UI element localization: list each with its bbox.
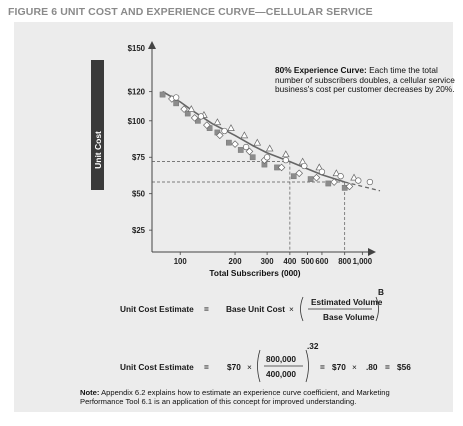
x-tick-label: 800 xyxy=(338,257,352,266)
note-text: Appendix 6.2 explains how to estimate an… xyxy=(80,388,390,407)
formula1-equals: = xyxy=(204,304,209,314)
data-point-square xyxy=(184,110,191,117)
x-axis-label: Total Subscribers (000) xyxy=(209,268,300,278)
data-point-diamond xyxy=(245,147,254,156)
formula2-times: × xyxy=(247,362,252,372)
formula2-base: $70 xyxy=(227,362,241,372)
data-point-triangle xyxy=(227,124,235,131)
formula2-exponent: .32 xyxy=(307,341,319,351)
formula1-base: Base Unit Cost xyxy=(226,304,286,314)
data-point-diamond xyxy=(295,169,303,178)
data-point-square xyxy=(226,139,232,146)
x-tick-label: 1,000 xyxy=(353,257,373,266)
formula1-denominator: Base Volume xyxy=(323,312,375,322)
data-point-circle xyxy=(337,173,344,180)
formula1-times: × xyxy=(289,304,294,314)
data-point-diamond xyxy=(330,178,338,186)
data-point-circle xyxy=(221,127,228,135)
formula1-right-bracket xyxy=(375,296,379,322)
x-tick-label: 600 xyxy=(315,257,329,266)
formula2-base-2: $70 xyxy=(332,362,346,372)
data-point-square xyxy=(159,91,166,98)
y-axis-label: Unit Cost xyxy=(93,131,103,169)
figure-note: Note: Appendix 6.2 explains how to estim… xyxy=(80,388,410,407)
note-label: Note: xyxy=(80,388,100,397)
data-point-circle xyxy=(263,154,271,161)
x-tick-label: 400 xyxy=(283,257,297,266)
data-point-triangle xyxy=(282,150,290,158)
annotation-body: Each time the total number of subscriber… xyxy=(275,65,455,95)
formula1-exponent: B xyxy=(378,287,384,297)
formula1-numerator: Estimated Volume xyxy=(311,297,383,307)
annotation-heading: 80% Experience Curve: xyxy=(275,65,367,75)
data-point-square xyxy=(307,176,314,182)
data-point-diamond xyxy=(277,163,286,172)
formula2-right-bracket xyxy=(305,349,309,383)
experience-curve-projection xyxy=(344,181,381,192)
formula2-equals: = xyxy=(204,362,209,372)
figure-title: FIGURE 6 UNIT COST AND EXPERIENCE CURVE—… xyxy=(8,6,373,18)
y-tick-label: $120 xyxy=(128,88,146,97)
data-point-triangle xyxy=(350,173,358,181)
x-tick-label: 100 xyxy=(174,257,188,266)
data-point-circle xyxy=(242,143,250,151)
data-point-diamond xyxy=(190,114,199,122)
formula2-equals-2: = xyxy=(320,362,325,372)
formula2-times-2: × xyxy=(352,362,357,372)
y-tick-label: $75 xyxy=(132,153,146,162)
y-tick-label: $25 xyxy=(132,226,146,235)
data-point-diamond xyxy=(312,173,321,182)
data-point-square xyxy=(249,154,256,161)
x-tick-label: 500 xyxy=(301,257,315,266)
data-point-square xyxy=(325,180,332,187)
data-point-diamond xyxy=(231,140,239,148)
y-tick-label: $50 xyxy=(132,190,146,199)
data-point-square xyxy=(173,100,180,107)
data-point-diamond xyxy=(216,131,224,140)
data-point-circle xyxy=(366,178,374,186)
data-point-diamond xyxy=(345,182,354,191)
data-point-triangle xyxy=(315,163,324,171)
data-point-triangle xyxy=(332,169,341,177)
data-point-diamond xyxy=(180,105,188,113)
data-point-triangle xyxy=(213,118,222,126)
data-point-circle xyxy=(197,113,205,120)
data-point-diamond xyxy=(203,121,211,129)
formula2-denominator: 400,000 xyxy=(266,369,296,379)
data-point-circle xyxy=(355,177,362,184)
y-axis-label-box xyxy=(91,60,104,190)
formula2-lhs: Unit Cost Estimate xyxy=(120,362,194,372)
data-point-triangle xyxy=(265,144,274,152)
experience-curve-annotation: 80% Experience Curve: Each time the tota… xyxy=(275,65,455,95)
data-point-triangle xyxy=(240,131,249,139)
data-point-triangle xyxy=(187,105,196,112)
x-tick-label: 300 xyxy=(261,257,275,266)
data-point-triangle xyxy=(253,138,262,146)
data-point-circle xyxy=(318,168,326,175)
formula2-left-bracket xyxy=(257,349,261,383)
y-tick-label: $100 xyxy=(128,117,146,126)
formula1-lhs: Unit Cost Estimate xyxy=(120,304,194,314)
data-point-square xyxy=(237,147,244,153)
figure-panel xyxy=(14,22,453,412)
formula2-result: $56 xyxy=(397,362,411,372)
formula2-equals-3: = xyxy=(385,362,390,372)
formula1-left-bracket xyxy=(300,296,304,322)
formula2-numerator: 800,000 xyxy=(266,354,296,364)
data-point-circle xyxy=(301,162,308,170)
data-point-circle xyxy=(282,157,289,164)
data-point-circle xyxy=(173,94,180,101)
formula2-factor: .80 xyxy=(366,362,378,372)
data-point-square xyxy=(290,173,297,180)
y-tick-label: $150 xyxy=(128,44,146,53)
x-tick-label: 200 xyxy=(229,257,243,266)
